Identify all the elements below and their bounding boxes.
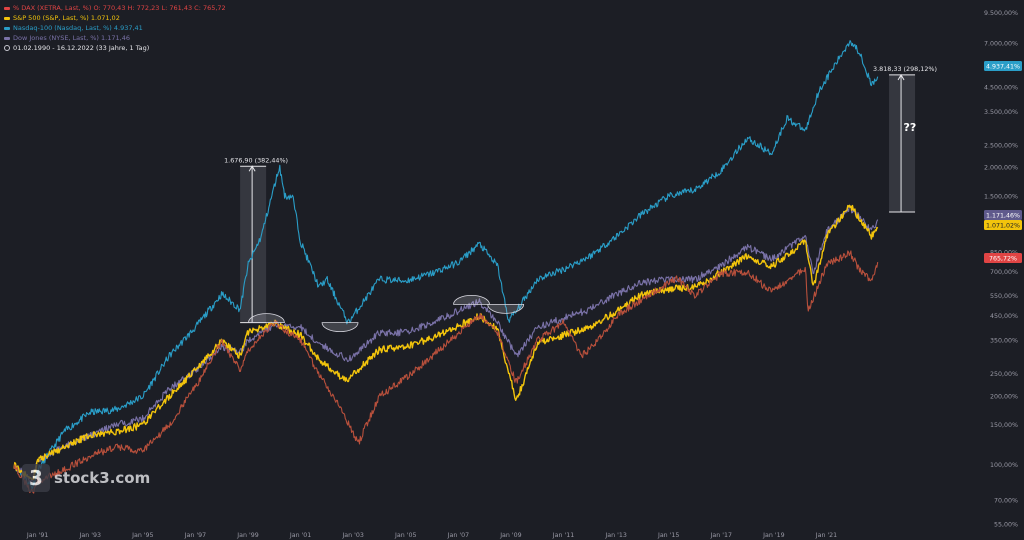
y-tick-label: 2.500,00% <box>984 143 1018 150</box>
legend-text: Nasdaq-100 (Nasdaq, Last, %) 4.937,41 <box>13 24 143 32</box>
arrow-head <box>248 165 256 172</box>
x-tick-label: Jan '97 <box>184 532 206 539</box>
y-tick-label: 70,00% <box>994 497 1018 504</box>
x-tick-label: Jan '99 <box>236 532 258 539</box>
x-tick-label: Jan '19 <box>762 532 784 539</box>
legend-item-dax[interactable]: % DAX (XETRA, Last, %) O: 770,43 H: 772,… <box>4 3 226 13</box>
x-tick-label: Jan '17 <box>710 532 732 539</box>
x-tick-label: Jan '05 <box>394 532 416 539</box>
last-value-badge <box>984 210 1022 220</box>
x-tick-label: Jan '91 <box>26 532 48 539</box>
legend-swatch <box>4 16 10 20</box>
series-line-s-p-500 <box>13 204 879 481</box>
x-tick-label: Jan '03 <box>341 532 363 539</box>
annotations: 1.676,90 (382,44%) 3.818,33 (298,12%)?? <box>224 65 937 324</box>
legend-item-nasdaq[interactable]: Nasdaq-100 (Nasdaq, Last, %) 4.937,41 <box>4 23 226 33</box>
y-tick-label: 4.500,00% <box>984 84 1018 91</box>
x-axis: Jan '91 Jan '93 Jan '95 Jan '97 Jan '99 Jan '… <box>26 532 837 539</box>
y-tick-label: 150,00% <box>990 422 1018 429</box>
y-tick-label: 55,00% <box>994 521 1018 528</box>
logo-mark: 3 <box>22 464 50 492</box>
arc-marker <box>248 313 285 324</box>
clock-icon <box>4 45 10 51</box>
y-tick-label: 700,00% <box>990 269 1018 276</box>
series-line-nasdaq-100 <box>13 40 879 490</box>
arc-marker <box>453 294 490 305</box>
y-tick-label: 550,00% <box>990 293 1018 300</box>
arc-marker <box>321 322 359 333</box>
last-value-text: 4.937,41% <box>986 64 1020 71</box>
y-axis: 9.500,00%7.000,00%5.500,00%4.500,00%3.50… <box>984 10 1018 528</box>
annotation-box <box>889 74 916 213</box>
series-lines <box>13 40 879 494</box>
x-tick-label: Jan '01 <box>289 532 311 539</box>
logo-text: stock3.com <box>54 469 151 487</box>
annotation-label: 3.818,33 (298,12%) <box>873 65 937 73</box>
last-value-badge <box>984 61 1022 71</box>
x-tick-label: Jan '93 <box>79 532 101 539</box>
annotation-box <box>240 166 267 323</box>
y-tick-label: 200,00% <box>990 393 1018 400</box>
date-range: 01.02.1990 - 16.12.2022 (33 Jahre, 1 Tag… <box>4 43 226 53</box>
y-tick-label: 2.000,00% <box>984 165 1018 172</box>
last-value-text: 1.071,02% <box>986 223 1020 230</box>
x-tick-label: Jan '09 <box>499 532 521 539</box>
last-value-text: 765,72% <box>989 256 1017 263</box>
y-tick-label: 7.000,00% <box>984 40 1018 47</box>
arc-marker <box>487 303 525 314</box>
arrow-head <box>897 73 905 81</box>
legend-swatch <box>4 6 10 10</box>
series-line-dax <box>13 250 879 494</box>
x-tick-label: Jan '15 <box>657 532 679 539</box>
y-tick-label: 1.500,00% <box>984 193 1018 200</box>
annotation-question: ?? <box>904 121 917 134</box>
legend: % DAX (XETRA, Last, %) O: 770,43 H: 772,… <box>4 3 226 53</box>
legend-text: S&P 500 (S&P, Last, %) 1.071,02 <box>13 14 120 22</box>
last-value-badges: 4.937,41% 1.171,46% 1.071,02% 765,72% <box>984 61 1022 263</box>
x-tick-label: Jan '11 <box>552 532 574 539</box>
x-tick-label: Jan '07 <box>447 532 469 539</box>
legend-item-sp500[interactable]: S&P 500 (S&P, Last, %) 1.071,02 <box>4 13 226 23</box>
y-tick-label: 450,00% <box>990 313 1018 320</box>
last-value-text: 1.171,46% <box>986 213 1020 220</box>
y-tick-label: 9.500,00% <box>984 10 1018 17</box>
legend-swatch <box>4 36 10 40</box>
legend-text: % DAX (XETRA, Last, %) O: 770,43 H: 772,… <box>13 4 226 12</box>
y-tick-label: 100,00% <box>990 462 1018 469</box>
x-tick-label: Jan '13 <box>604 532 626 539</box>
annotation-label: 1.676,90 (382,44%) <box>224 156 288 164</box>
y-tick-label: 3.500,00% <box>984 109 1018 116</box>
last-value-badge <box>984 220 1022 230</box>
arc-markers <box>248 294 525 333</box>
last-value-badge <box>984 253 1022 263</box>
legend-swatch <box>4 26 10 30</box>
y-tick-label: 350,00% <box>990 338 1018 345</box>
x-tick-label: Jan '95 <box>131 532 153 539</box>
legend-item-dow[interactable]: Dow Jones (NYSE, Last, %) 1.171,46 <box>4 33 226 43</box>
series-line-dow-jones <box>13 205 879 483</box>
legend-text: Dow Jones (NYSE, Last, %) 1.171,46 <box>13 34 130 42</box>
date-range-text: 01.02.1990 - 16.12.2022 (33 Jahre, 1 Tag… <box>13 44 150 52</box>
y-tick-label: 250,00% <box>990 371 1018 378</box>
x-tick-label: Jan '21 <box>815 532 837 539</box>
stock3-logo: 3 stock3.com <box>22 464 150 492</box>
